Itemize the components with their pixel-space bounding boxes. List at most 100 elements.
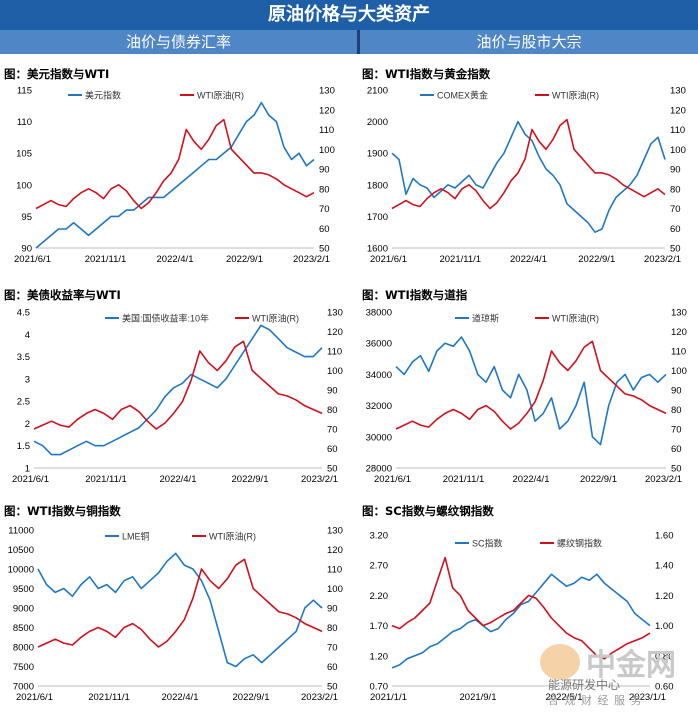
y-right-tick-label: 120 — [327, 327, 343, 338]
y-left-tick-label: 1800 — [367, 180, 388, 191]
chart-title-gold-wti: 图：WTI指数与黄金指数 — [362, 67, 491, 81]
y-right-tick-label: 100 — [327, 584, 343, 595]
x-tick-label: 2022/4/1 — [513, 474, 550, 485]
y-left-tick-label: 1.70 — [370, 621, 389, 632]
y-right-tick-label: 100 — [670, 145, 686, 156]
y-left-tick-label: 34000 — [366, 370, 392, 381]
y-right-tick-label: 0.60 — [655, 682, 674, 693]
y-right-tick-label: 1.20 — [655, 591, 674, 602]
y-right-tick-label: 1.40 — [655, 561, 674, 572]
x-tick-label: 2021/9/1 — [460, 692, 497, 703]
y-left-tick-label: 32000 — [366, 401, 392, 412]
y-right-tick-label: 120 — [327, 545, 343, 556]
series-line-primary — [35, 101, 315, 249]
y-right-tick-label: 50 — [327, 464, 338, 475]
y-right-tick-label: 120 — [670, 105, 686, 116]
y-left-tick-label: 1900 — [367, 149, 388, 160]
y-right-tick-label: 60 — [327, 662, 338, 673]
y-right-tick-label: 90 — [327, 386, 338, 397]
y-left-tick-label: 1.5 — [17, 441, 30, 452]
y-left-tick-label: 28000 — [366, 464, 392, 475]
y-left-tick-label: 8500 — [13, 623, 34, 634]
chart-title-copper-wti: 图：WTI指数与铜指数 — [4, 504, 121, 518]
x-tick-label: 2022/4/1 — [157, 254, 194, 265]
y-right-tick-label: 120 — [671, 327, 687, 338]
y-right-tick-label: 110 — [327, 565, 342, 576]
y-right-tick-label: 60 — [671, 444, 682, 455]
x-tick-label: 2021/11/1 — [85, 474, 127, 485]
y-left-tick-label: 38000 — [366, 308, 392, 319]
y-left-tick-label: 36000 — [366, 339, 392, 350]
y-left-tick-label: 110 — [17, 117, 32, 128]
y-right-tick-label: 60 — [670, 224, 681, 235]
y-left-tick-label: 7000 — [13, 682, 34, 693]
legend-label: 美国:国债收益率:10年 — [122, 313, 209, 324]
x-tick-label: 2023/2/1 — [301, 474, 338, 485]
y-right-tick-label: 80 — [327, 623, 338, 634]
x-tick-label: 2022/9/1 — [580, 474, 617, 485]
y-left-tick-label: 10000 — [8, 565, 34, 576]
y-right-tick-label: 90 — [327, 604, 338, 615]
y-right-tick-label: 130 — [319, 86, 335, 97]
y-left-tick-label: 95 — [21, 212, 32, 223]
section-header-right: 油价与股市大宗 — [360, 30, 698, 54]
y-left-tick-label: 30000 — [366, 432, 392, 443]
y-right-tick-label: 130 — [327, 526, 343, 537]
y-right-tick-label: 80 — [670, 184, 681, 195]
series-line-secondary — [33, 340, 323, 430]
y-left-tick-label: 90 — [21, 244, 32, 255]
x-tick-label: 2022/4/1 — [162, 692, 199, 703]
y-left-tick-label: 3 — [25, 374, 30, 385]
series-line-primary — [33, 324, 323, 456]
y-right-tick-label: 100 — [319, 145, 335, 156]
legend-label: COMEX黄金 — [437, 90, 488, 101]
section-divider — [357, 30, 360, 54]
x-tick-label: 2022/4/1 — [160, 474, 197, 485]
x-tick-label: 2021/6/1 — [370, 254, 407, 265]
series-line-secondary — [395, 340, 667, 430]
x-tick-label: 2022/4/1 — [510, 254, 547, 265]
legend-label: WTI原油(R) — [552, 90, 599, 101]
y-left-tick-label: 115 — [17, 86, 32, 97]
y-right-tick-label: 130 — [671, 308, 687, 319]
y-left-tick-label: 2000 — [367, 117, 388, 128]
series-line-secondary — [35, 118, 315, 210]
section-header-left: 油价与债券汇率 — [0, 30, 357, 54]
y-left-tick-label: 1.20 — [370, 651, 389, 662]
watermark-line2: 合 规 财 经 服 务 — [548, 694, 643, 707]
y-right-tick-label: 80 — [319, 184, 330, 195]
y-right-tick-label: 60 — [319, 224, 330, 235]
y-right-tick-label: 80 — [327, 405, 338, 416]
y-right-tick-label: 70 — [671, 425, 682, 436]
series-line-primary — [395, 336, 667, 446]
x-tick-label: 2021/11/1 — [88, 692, 130, 703]
y-right-tick-label: 70 — [670, 204, 681, 215]
x-tick-label: 2021/6/1 — [12, 474, 49, 485]
y-right-tick-label: 100 — [327, 366, 343, 377]
watermark-logo-icon — [540, 644, 580, 680]
y-left-tick-label: 7500 — [13, 662, 34, 673]
y-left-tick-label: 1700 — [367, 212, 388, 223]
legend-label: 螺纹钢指数 — [557, 538, 602, 549]
legend-label: WTI原油(R) — [209, 531, 256, 542]
x-tick-label: 2021/6/1 — [374, 474, 411, 485]
y-right-tick-label: 70 — [327, 425, 338, 436]
y-left-tick-label: 3.5 — [17, 352, 30, 363]
x-tick-label: 2023/2/1 — [301, 692, 338, 703]
chart-title-sc-rebar: 图：SC指数与螺纹钢指数 — [362, 504, 494, 518]
y-right-tick-label: 90 — [670, 165, 681, 176]
series-line-secondary — [391, 118, 666, 210]
y-left-tick-label: 1 — [25, 464, 30, 475]
y-left-tick-label: 100 — [16, 180, 32, 191]
y-left-tick-label: 0.70 — [370, 682, 389, 693]
y-right-tick-label: 50 — [319, 244, 330, 255]
y-right-tick-label: 1.60 — [655, 531, 674, 542]
x-tick-label: 2023/2/1 — [644, 254, 681, 265]
y-right-tick-label: 110 — [670, 125, 685, 136]
y-right-tick-label: 60 — [327, 444, 338, 455]
x-tick-label: 2021/11/1 — [85, 254, 127, 265]
y-right-tick-label: 110 — [327, 347, 342, 358]
